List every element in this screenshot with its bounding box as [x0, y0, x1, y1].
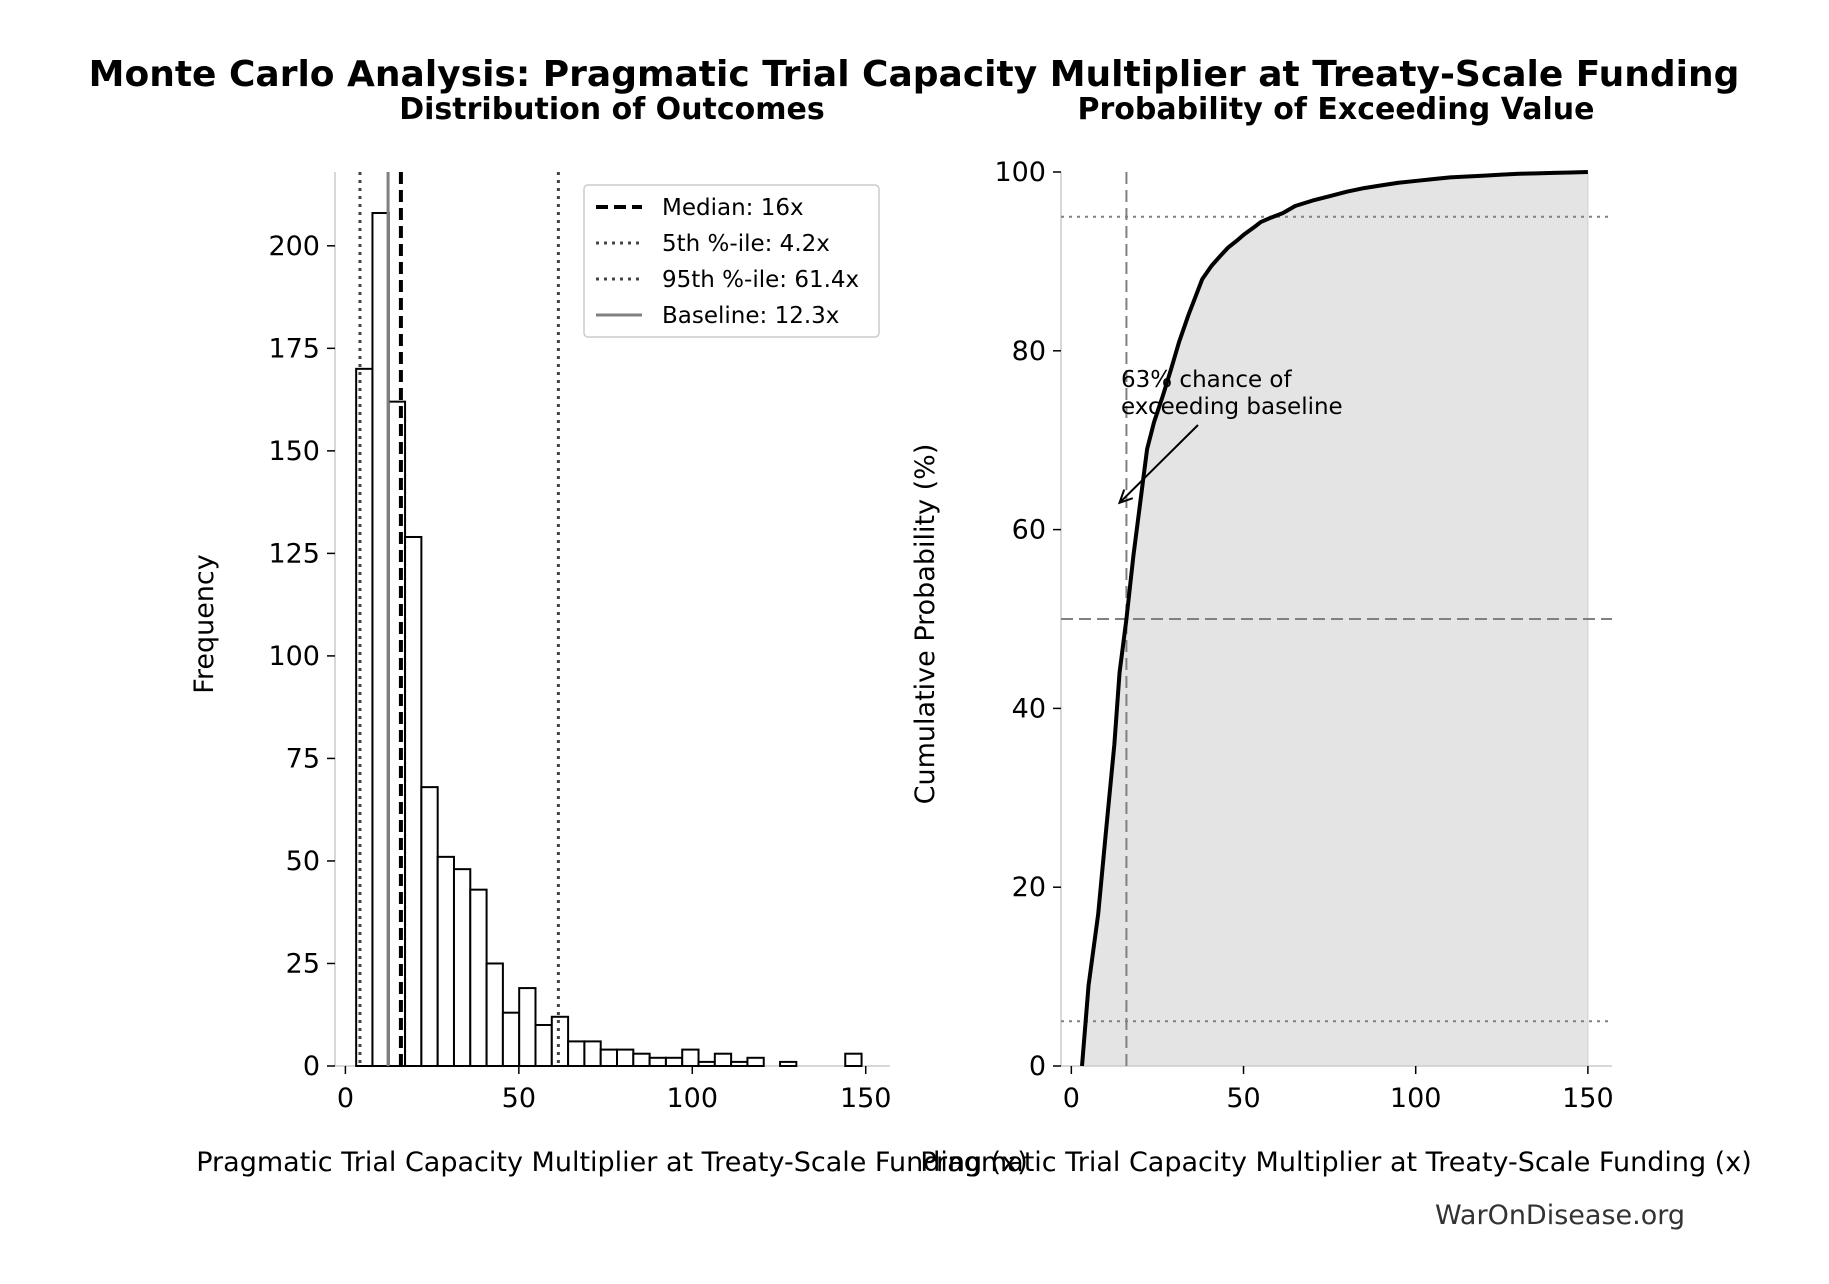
histogram-x-tick-label: 100	[667, 1083, 719, 1114]
histogram-y-tick-label: 100	[268, 641, 320, 672]
histogram-bar	[730, 1060, 749, 1067]
histogram-xlabel: Pragmatic Trial Capacity Multiplier at T…	[196, 1147, 1027, 1178]
histogram-bar	[534, 1023, 553, 1068]
histogram-bar	[664, 1056, 684, 1068]
histogram-bar	[518, 987, 537, 1068]
histogram-ylabel: Frequency	[189, 554, 220, 694]
legend-entry: Median: 16x	[662, 195, 804, 221]
cdf-xlabel: Pragmatic Trial Capacity Multiplier at T…	[920, 1147, 1751, 1178]
cdf-plot-area: 0 50 100 150 0 20 40 60 80 100	[994, 157, 1613, 1114]
histogram-bar	[420, 786, 439, 1068]
histogram-bar	[616, 1048, 635, 1067]
cdf-y-tick-label: 20	[1012, 872, 1046, 903]
cdf-x-tick-label: 0	[1063, 1083, 1080, 1114]
histogram-plot-area: 0 50 100 150 0 25 50 75 100 125 150 175 200	[268, 172, 891, 1114]
annotation-line-1: 63% chance of	[1121, 367, 1293, 393]
histogram-bar	[746, 1056, 765, 1068]
histogram-bar	[452, 868, 472, 1067]
histogram-panel: Distribution of Outcomes 0 50 100 150 0 25 50 7…	[189, 92, 1028, 1178]
cdf-y-tick-label: 40	[1012, 693, 1046, 724]
legend-entry: Baseline: 12.3x	[662, 303, 839, 329]
histogram-bar	[779, 1060, 798, 1067]
histogram-bar	[681, 1048, 700, 1067]
histogram-bar	[697, 1060, 716, 1067]
histogram-bar	[371, 212, 390, 1068]
histogram-bar	[648, 1056, 667, 1068]
histogram-bar	[485, 962, 504, 1067]
histogram-y-tick-label: 0	[303, 1051, 320, 1082]
cdf-curve	[1080, 170, 1588, 1067]
cdf-y-tick-label: 60	[1012, 515, 1046, 546]
annotation-arrow-shaft	[1118, 424, 1199, 504]
annotation-arrow	[1117, 424, 1199, 505]
annotation-line-2: exceeding baseline	[1121, 394, 1343, 420]
histogram-bar	[567, 1040, 586, 1068]
histogram-y-tick-label: 125	[268, 538, 320, 569]
histogram-bar	[583, 1040, 602, 1068]
cdf-y-tick-label: 100	[994, 157, 1046, 188]
histogram-y-tick-label: 75	[286, 743, 320, 774]
histogram-x-tick-label: 150	[840, 1083, 892, 1114]
cdf-x-tick-label: 150	[1562, 1083, 1614, 1114]
cdf-x-tick-label: 50	[1226, 1083, 1260, 1114]
histogram-bar	[501, 1011, 521, 1067]
histogram-y-tick-label: 200	[268, 231, 320, 262]
histogram-x-tick-label: 0	[337, 1083, 354, 1114]
credit-text: WarOnDisease.org	[1435, 1200, 1685, 1231]
histogram-bar	[599, 1048, 619, 1067]
cdf-y-tick-label: 80	[1012, 336, 1046, 367]
histogram-bar	[844, 1052, 863, 1068]
cdf-ylabel: Cumulative Probability (%)	[910, 444, 941, 805]
histogram-bar	[632, 1052, 651, 1068]
histogram-bar	[404, 535, 423, 1067]
histogram-x-tick-label: 50	[502, 1083, 536, 1114]
histogram-bar	[713, 1052, 733, 1068]
histogram-y-tick-label: 150	[268, 436, 320, 467]
legend-frame	[583, 184, 880, 338]
cdf-title: Probability of Exceeding Value	[1077, 92, 1594, 127]
figure-title: Monte Carlo Analysis: Pragmatic Trial Ca…	[89, 54, 1740, 95]
histogram-y-tick-label: 175	[268, 333, 320, 364]
histogram-y-tick-label: 50	[286, 846, 320, 877]
cdf-panel: Probability of Exceeding Value 0 50 100 150…	[910, 92, 1752, 1178]
legend-entry: 5th %-ile: 4.2x	[662, 231, 830, 257]
histogram-title: Distribution of Outcomes	[399, 92, 825, 127]
histogram-bar	[469, 888, 488, 1067]
histogram-legend: Median: 16x 5th %-ile: 4.2x 95th %-ile: 61…	[583, 184, 880, 338]
cdf-y-tick-label: 0	[1029, 1051, 1046, 1082]
cdf-x-tick-label: 100	[1390, 1083, 1442, 1114]
legend-entry: 95th %-ile: 61.4x	[662, 267, 859, 293]
histogram-bar	[436, 855, 455, 1067]
histogram-y-tick-label: 25	[286, 948, 320, 979]
annotation-arrow-head	[1117, 489, 1134, 505]
histogram-bar	[550, 1015, 570, 1068]
